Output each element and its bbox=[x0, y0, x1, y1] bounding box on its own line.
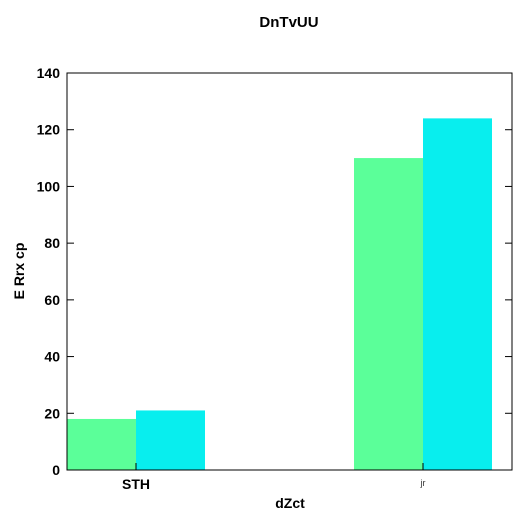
x-tick-label-jr: jr bbox=[420, 478, 426, 488]
y-axis-ticks: 0 20 40 60 80 100 120 140 bbox=[37, 65, 512, 478]
y-tick-label: 100 bbox=[37, 178, 61, 194]
y-tick-label: 140 bbox=[37, 65, 61, 81]
y-tick-label: 20 bbox=[44, 405, 60, 421]
chart-title: DnTvUU bbox=[259, 14, 318, 31]
y-tick-label: 60 bbox=[44, 292, 60, 308]
x-tick-label-STH: STH bbox=[122, 476, 150, 492]
bar-STH-series-1 bbox=[67, 418, 136, 470]
y-tick-label: 80 bbox=[44, 235, 60, 251]
bars-group bbox=[67, 118, 492, 471]
bar-jr-series-2 bbox=[423, 118, 492, 470]
y-tick-label: 40 bbox=[44, 349, 60, 365]
y-axis-label: E Rrx cp bbox=[11, 243, 27, 300]
x-axis-ticks: STH jr bbox=[122, 463, 426, 492]
x-axis-label: dZct bbox=[275, 495, 305, 511]
y-tick-label: 120 bbox=[37, 122, 61, 138]
bar-jr-series-1 bbox=[354, 158, 423, 471]
y-tick-label: 0 bbox=[52, 462, 60, 478]
plot-frame bbox=[66, 72, 513, 471]
bar-STH-series-2 bbox=[136, 410, 205, 470]
